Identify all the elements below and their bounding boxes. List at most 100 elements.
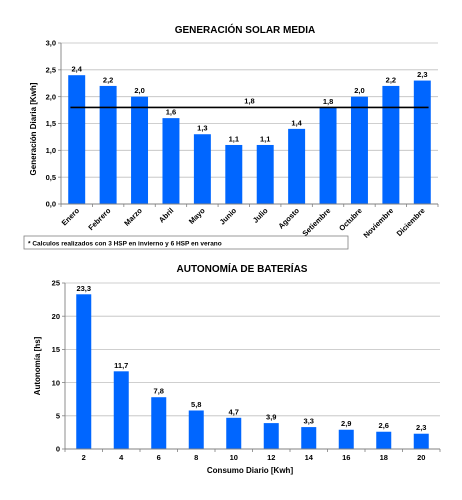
data-label: 1,1 <box>229 134 239 143</box>
chart2-y-ticks: 0 5 10 15 20 25 <box>52 279 65 454</box>
data-label: 2,3 <box>417 70 427 79</box>
data-label: 2,0 <box>354 86 364 95</box>
bar <box>131 96 149 204</box>
bar <box>301 427 317 449</box>
chart2-data-labels: 23,3 11,7 7,8 5,8 4,7 3,9 3,3 2,9 2,6 2,3 <box>76 284 426 432</box>
x-tick-label: 16 <box>342 453 350 462</box>
x-tick-label: 4 <box>119 453 124 462</box>
y-tick-label: 0,5 <box>46 173 56 182</box>
data-label: 7,8 <box>154 387 164 396</box>
x-tick-label: 10 <box>230 453 238 462</box>
y-tick-label: 20 <box>52 312 60 321</box>
x-tick-label: 6 <box>157 453 161 462</box>
bar <box>76 294 92 449</box>
data-label: 4,7 <box>229 407 239 416</box>
x-tick-label: Octubre <box>337 206 364 233</box>
x-tick-label: Noviembre <box>362 206 396 240</box>
data-label: 2,2 <box>386 75 396 84</box>
x-tick-label: Enero <box>60 206 82 228</box>
bar <box>226 417 242 449</box>
bar <box>350 96 368 204</box>
x-tick-label: 18 <box>380 453 388 462</box>
y-tick-label: 1,0 <box>46 146 56 155</box>
chart1-footnote: * Calculos realizados con 3 HSP en invie… <box>28 241 222 248</box>
chart1-title: GENERACIÓN SOLAR MEDIA <box>175 23 316 36</box>
data-label: 2,4 <box>71 65 82 74</box>
x-tick-label: 12 <box>267 453 275 462</box>
chart1-x-ticks: Enero Febrero Marzo Abril Mayo Junio Julio Agos… <box>60 204 439 240</box>
bar <box>68 75 86 204</box>
y-tick-label: 1,5 <box>46 119 56 128</box>
data-label: 1,4 <box>291 118 302 127</box>
chart-generacion-solar: GENERACIÓN SOLAR MEDIA Generación Diaria… <box>23 23 439 250</box>
chart1-data-labels: 2,4 2,2 2,0 1,6 1,3 1,1 1,1 1,4 1,8 2,0 2,2 2,3 <box>71 65 427 144</box>
data-label: 23,3 <box>76 284 91 293</box>
chart2-bars <box>76 294 429 449</box>
chart-autonomia-baterias: AUTONOMÍA DE BATERÍAS Autonomía [hs] Con… <box>33 262 441 475</box>
x-tick-label: Febrero <box>86 206 112 232</box>
y-tick-label: 2,5 <box>46 66 56 75</box>
chart1-bars <box>68 75 431 204</box>
chart1-axes <box>60 43 438 205</box>
bar <box>151 397 167 449</box>
chart1-reference-line: 1,8 <box>70 96 429 109</box>
data-label: 2,6 <box>379 421 389 430</box>
x-tick-label: Setiembre <box>300 206 332 238</box>
y-tick-label: 5 <box>56 412 60 421</box>
reference-line-label: 1,8 <box>244 96 254 105</box>
bar <box>225 144 243 204</box>
x-tick-label: Junio <box>218 206 239 227</box>
bar <box>162 118 180 204</box>
data-label: 2,2 <box>103 75 113 84</box>
bar <box>376 431 392 449</box>
chart1-footnote-box <box>23 235 349 250</box>
y-tick-label: 3,0 <box>46 39 56 48</box>
y-tick-label: 0 <box>56 445 60 454</box>
bar <box>99 85 117 204</box>
x-tick-label: Marzo <box>122 206 144 228</box>
data-label: 2,3 <box>416 423 426 432</box>
chart2-title: AUTONOMÍA DE BATERÍAS <box>177 262 308 275</box>
data-label: 11,7 <box>114 361 128 370</box>
bar <box>413 80 431 204</box>
y-tick-label: 10 <box>52 378 60 387</box>
data-label: 1,3 <box>197 124 207 133</box>
bar <box>263 423 279 449</box>
chart2-x-axis-label: Consumo Diario [Kwh] <box>207 466 294 475</box>
x-tick-label: Diciembre <box>395 206 427 238</box>
data-label: 3,3 <box>304 417 314 426</box>
bar <box>188 410 204 449</box>
chart2-x-ticks: 2 4 6 8 10 12 14 16 18 20 <box>64 449 441 462</box>
chart2-y-axis-label: Autonomía [hs] <box>33 336 42 395</box>
chart1-y-ticks: 0,0 0,5 1,0 1,5 2,0 2,5 3,0 <box>46 39 61 209</box>
chart2-axes <box>64 283 440 450</box>
bar <box>193 134 211 204</box>
y-tick-label: 2,0 <box>46 92 56 101</box>
bar <box>256 144 274 204</box>
bar <box>288 128 306 204</box>
chart1-gridlines <box>61 42 438 178</box>
y-tick-label: 0,0 <box>46 200 56 209</box>
data-label: 3,9 <box>266 413 276 422</box>
bar <box>338 429 354 449</box>
data-label: 1,8 <box>323 97 333 106</box>
x-tick-label: Agosto <box>276 206 301 231</box>
bar <box>413 433 429 449</box>
y-tick-label: 25 <box>52 279 60 288</box>
data-label: 2,0 <box>134 86 144 95</box>
bar <box>382 85 400 204</box>
chart1-y-axis-label: Generación Diaria [Kwh] <box>29 82 38 175</box>
data-label: 1,6 <box>166 108 176 117</box>
bar <box>113 371 129 449</box>
bar <box>319 107 337 204</box>
x-tick-label: 8 <box>194 453 198 462</box>
data-label: 2,9 <box>341 419 351 428</box>
x-tick-label: 20 <box>417 453 425 462</box>
x-tick-label: 2 <box>82 453 86 462</box>
data-label: 5,8 <box>191 400 201 409</box>
x-tick-label: Mayo <box>187 206 207 226</box>
y-tick-label: 15 <box>52 345 60 354</box>
x-tick-label: Abril <box>157 206 175 224</box>
data-label: 1,1 <box>260 134 270 143</box>
